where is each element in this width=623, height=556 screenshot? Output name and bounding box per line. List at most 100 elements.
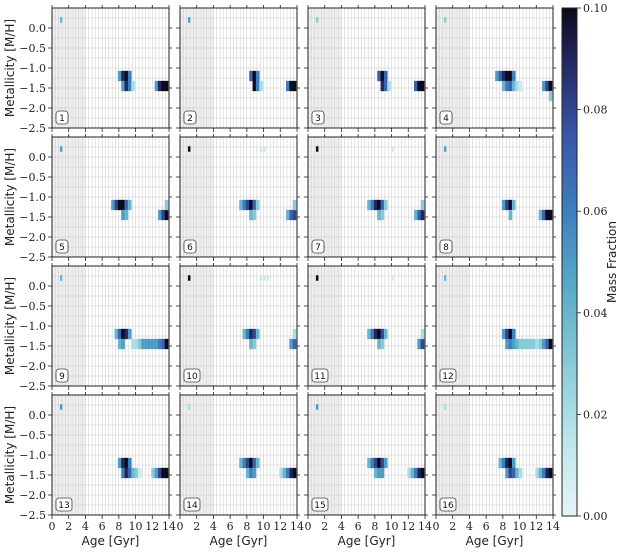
heatmap-cell	[505, 70, 509, 82]
heatmap-cell	[127, 457, 132, 469]
heatmap-cell	[373, 199, 378, 211]
y-tick-label: 0.0	[29, 280, 47, 293]
x-tick-label: 0	[49, 520, 56, 533]
panel-badge	[439, 368, 457, 383]
panel-16: 0 2 4 6 8 10 12 14 Age [Gyr] 16	[432, 392, 560, 548]
heatmap-cell	[289, 80, 293, 92]
heatmap-cell	[373, 457, 378, 469]
heatmap-cell	[147, 338, 152, 350]
heatmap-cell	[154, 467, 159, 479]
panel-12: 12	[432, 263, 556, 390]
heatmap-cell	[508, 457, 513, 469]
x-tick-label: 12	[529, 520, 543, 533]
heatmap-cell	[383, 80, 388, 92]
heatmap-cell	[518, 80, 523, 92]
heatmap-cell	[515, 467, 519, 479]
y-tick-label: −1.5	[19, 469, 46, 482]
heatmap-cell	[417, 209, 421, 221]
heatmap-cell	[377, 209, 381, 221]
panel-5: −2.5 −2.0 −1.5 −1.0 −0.5 0.0 Metallicity [M/H]…	[3, 134, 172, 264]
y-axis-label: Metallicity [M/H]	[3, 277, 17, 375]
heatmap-cell	[387, 80, 391, 92]
heatmap-cell	[292, 467, 297, 479]
heatmap-cell	[249, 199, 253, 211]
heatmap-cell	[498, 457, 503, 469]
heatmap-cell	[370, 457, 375, 469]
heatmap-cell	[252, 467, 257, 479]
heatmap-cell	[282, 467, 287, 479]
heatmap-cell	[545, 80, 549, 92]
heatmap-cell	[255, 328, 260, 340]
panel-badge	[439, 239, 453, 254]
heatmap-cell	[377, 328, 381, 340]
panel-number: 9	[59, 372, 65, 382]
heatmap-cell	[124, 209, 129, 221]
heatmap-cell	[420, 467, 425, 479]
heatmap-cell	[259, 275, 263, 281]
y-tick-label: −0.5	[19, 429, 46, 442]
heatmap-cell	[380, 328, 385, 340]
x-tick-label: 4	[82, 520, 89, 533]
heatmap-cell	[127, 80, 132, 92]
x-tick-label: 14	[546, 520, 560, 533]
heatmap-cell	[367, 457, 371, 469]
heatmap-cell	[252, 80, 257, 92]
heatmap-cell	[521, 338, 526, 350]
heatmap-cell	[266, 275, 270, 281]
x-tick-label: 6	[227, 520, 234, 533]
heatmap-cell	[161, 80, 165, 92]
y-tick-label: −2.0	[19, 360, 46, 373]
panel-6: 6	[176, 134, 300, 261]
colorbar-label: Mass Fraction	[605, 221, 619, 303]
panel-number: 8	[443, 243, 449, 253]
heatmap-cell	[501, 328, 506, 340]
heatmap-cell	[420, 338, 425, 350]
heatmap-cell	[367, 328, 371, 340]
x-axis-label: Age [Gyr]	[466, 534, 524, 548]
colorbar-tick-label: 0.06	[583, 205, 608, 218]
y-tick-label: 0.0	[29, 409, 47, 422]
heatmap-cell	[124, 70, 129, 82]
heatmap-cell	[124, 457, 129, 469]
panel-4: 4	[432, 5, 556, 132]
heatmap-cell	[252, 199, 257, 211]
heatmap-cell	[242, 199, 247, 211]
panel-badge	[311, 110, 325, 125]
panel-number: 13	[58, 501, 69, 511]
heatmap-cell	[131, 80, 135, 92]
y-tick-label: −2.0	[19, 489, 46, 502]
heatmap-cell	[249, 338, 253, 350]
y-tick-label: −2.0	[19, 102, 46, 115]
heatmap-cell	[501, 457, 506, 469]
panel-15: 0 2 4 6 8 10 12 14 Age [Gyr] 15	[304, 392, 432, 548]
heatmap-cell	[373, 328, 378, 340]
heatmap-cell	[538, 338, 543, 350]
heatmap-cell	[518, 467, 523, 479]
heatmap-cell	[505, 328, 509, 340]
x-tick-label: 4	[210, 520, 217, 533]
heatmap-cell	[541, 209, 546, 221]
panel-number: 14	[186, 501, 198, 511]
panel-number: 16	[442, 501, 454, 511]
x-tick-label: 8	[243, 520, 250, 533]
heatmap-cell	[511, 70, 516, 82]
heatmap-cell	[187, 404, 191, 410]
heatmap-cell	[245, 328, 250, 340]
panel-badge	[55, 497, 73, 512]
panel-badge	[55, 368, 69, 383]
heatmap-cell	[121, 209, 125, 221]
heatmap-cell	[157, 467, 162, 479]
heatmap-cell	[252, 338, 257, 350]
heatmap-cell	[164, 467, 169, 479]
heatmap-cell	[420, 328, 425, 340]
heatmap-cell	[292, 80, 297, 92]
panel-badge	[183, 110, 197, 125]
x-tick-label: 6	[355, 520, 362, 533]
panel-number: 11	[314, 372, 325, 382]
heatmap-cell	[141, 338, 145, 350]
heatmap-cell	[377, 338, 381, 350]
heatmap-cell	[292, 209, 297, 221]
panel-badge	[439, 110, 453, 125]
x-axis-label: Age [Gyr]	[210, 534, 268, 548]
